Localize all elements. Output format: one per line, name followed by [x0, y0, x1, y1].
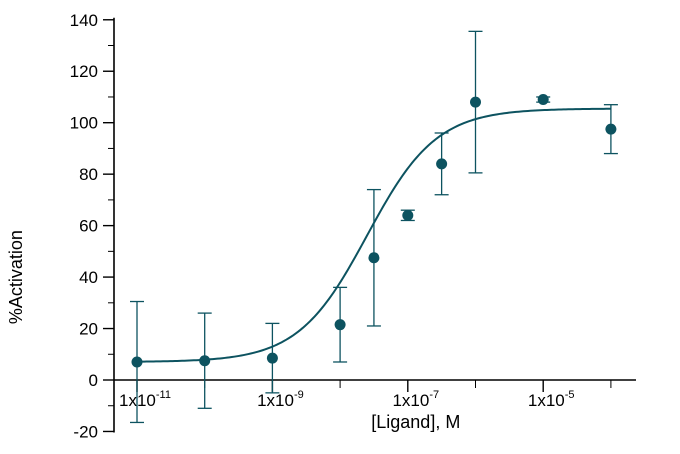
data-point: [266, 352, 278, 364]
data-point: [368, 252, 380, 264]
data-point-group: [333, 286, 348, 363]
x-tick-label: 1x10-9: [257, 389, 304, 410]
data-point: [199, 355, 211, 367]
data-point: [537, 94, 549, 106]
data-point: [334, 319, 346, 331]
y-axis-title: %Activation: [6, 230, 26, 324]
x-tick-label: 1x10-11: [119, 389, 171, 410]
y-tick-label: 100: [70, 114, 98, 133]
x-tick-label: 1x10-5: [528, 389, 575, 410]
data-point-group: [265, 322, 280, 394]
y-tick-label: 60: [79, 217, 98, 236]
data-point-group: [130, 300, 144, 424]
data-point-group: [536, 94, 551, 106]
y-tick-label: 120: [70, 62, 98, 81]
data-point-group: [434, 132, 449, 196]
y-axis: -20 0 20 40 60 80 100 120 140: [70, 11, 115, 441]
data-point: [402, 209, 414, 221]
y-tick-label: 140: [70, 11, 98, 30]
x-tick-label: 1x10-7: [392, 389, 439, 410]
data-point-group: [366, 188, 381, 327]
y-tick-label: 80: [79, 165, 98, 184]
x-axis-title: [Ligand], M: [371, 412, 460, 432]
data-point-group: [603, 104, 618, 155]
data-point: [605, 123, 617, 135]
y-tick-label: -20: [73, 422, 98, 441]
y-tick-label: 20: [79, 320, 98, 339]
data-point-group: [197, 312, 212, 409]
data-points: [130, 30, 618, 424]
data-point: [436, 158, 448, 170]
data-point-group: [468, 30, 483, 174]
y-tick-label: 40: [79, 268, 98, 287]
y-tick-label: 0: [89, 371, 98, 390]
data-point: [470, 96, 481, 108]
data-point-group: [400, 209, 415, 222]
data-point: [131, 356, 143, 368]
x-axis: 1x10-11 1x10-9 1x10-7 1x10-5: [114, 379, 636, 410]
